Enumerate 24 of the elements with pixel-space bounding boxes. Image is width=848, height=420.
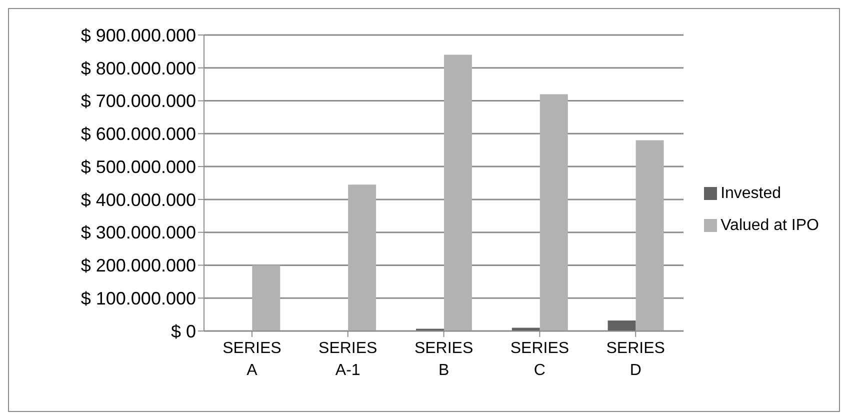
bar (512, 328, 540, 331)
x-tick-label: SERIES A-1 (318, 340, 378, 379)
y-tick-label: $ 600.000.000 (80, 124, 196, 144)
y-tick-label: $ 800.000.000 (80, 58, 196, 78)
y-tick-label: $ 900.000.000 (80, 25, 196, 46)
bar (444, 54, 472, 331)
x-tick-label: SERIES C (510, 340, 570, 379)
y-tick-label: $ 300.000.000 (80, 222, 196, 243)
bar (348, 184, 376, 331)
legend-label: Valued at IPO (720, 217, 819, 234)
x-tick-label: SERIES A (222, 340, 282, 379)
y-tick-label: $ 700.000.000 (80, 91, 196, 112)
bar (252, 265, 280, 331)
bar (540, 94, 568, 331)
y-tick-label: $ 500.000.000 (80, 156, 196, 177)
legend-label: Invested (720, 185, 782, 202)
x-tick-label: SERIES D (606, 340, 665, 379)
bar (636, 140, 664, 331)
y-tick-label: $ 0 (170, 321, 196, 342)
bar (608, 320, 636, 331)
y-tick-label: $ 400.000.000 (80, 190, 196, 210)
x-tick-label: SERIES B (414, 340, 474, 379)
y-tick-label: $ 200.000.000 (80, 256, 196, 276)
y-tick-label: $ 100.000.000 (80, 288, 196, 308)
